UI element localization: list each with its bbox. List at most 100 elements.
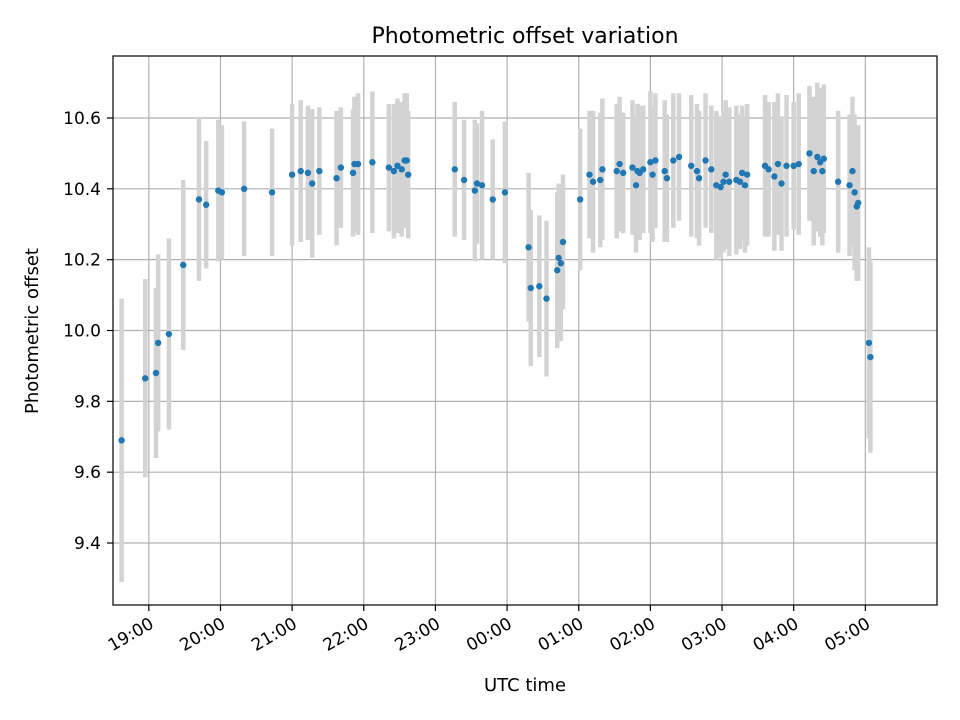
data-point (559, 238, 567, 246)
data-point (460, 176, 468, 184)
y-tick-label: 10.0 (63, 322, 101, 342)
data-point (390, 167, 398, 175)
data-point (543, 295, 550, 302)
data-point (854, 199, 862, 207)
data-point (202, 201, 210, 208)
data-point (218, 189, 226, 196)
data-point (599, 166, 606, 173)
data-point (849, 167, 856, 175)
data-point (806, 150, 813, 157)
data-point (333, 174, 340, 182)
data-point (851, 189, 858, 196)
data-point (619, 169, 627, 177)
error-bars (119, 82, 873, 582)
y-tick-label: 10.2 (63, 251, 101, 271)
data-point (180, 261, 187, 269)
data-point (354, 160, 362, 168)
data-point (403, 157, 410, 164)
data-point (525, 244, 532, 251)
x-tick-label: 05:00 (821, 614, 873, 656)
data-point (765, 166, 772, 173)
data-point (288, 171, 296, 178)
data-point (846, 182, 853, 189)
data-point (702, 157, 709, 164)
data-point (661, 167, 668, 175)
data-point (708, 166, 715, 173)
data-point (527, 284, 534, 292)
data-point (675, 153, 683, 161)
data-point (722, 171, 729, 178)
data-point (795, 160, 802, 168)
data-point (471, 187, 479, 194)
data-point (118, 437, 125, 444)
data-point (297, 167, 304, 175)
data-point (738, 169, 746, 177)
y-tick-label: 9.4 (74, 534, 101, 554)
x-tick-label: 22:00 (320, 614, 372, 656)
plot-frame (112, 55, 938, 606)
data-point (736, 178, 744, 185)
data-point (576, 196, 584, 203)
x-tick-label: 19:00 (105, 614, 157, 656)
data-point (865, 339, 873, 347)
data-point (717, 183, 724, 191)
data-point (142, 375, 149, 382)
data-point (790, 162, 797, 169)
data-point (369, 159, 376, 166)
data-point (741, 182, 749, 189)
data-point (814, 153, 821, 161)
y-tick-label: 10.4 (63, 180, 101, 200)
data-point (670, 157, 677, 164)
data-point (501, 189, 509, 196)
data-point (616, 160, 623, 168)
data-point (820, 155, 827, 162)
data-point (337, 164, 345, 171)
data-point (810, 167, 817, 175)
y-tick-label: 9.6 (74, 463, 101, 483)
data-point (819, 167, 826, 175)
x-tick-label: 04:00 (750, 614, 802, 656)
data-point (613, 167, 620, 175)
data-point (834, 178, 842, 185)
data-point (649, 171, 656, 178)
data-point (586, 171, 593, 178)
y-tick-label: 9.8 (74, 392, 101, 412)
data-point (663, 174, 671, 182)
data-point (405, 171, 412, 178)
chart-title: Photometric offset variation (371, 24, 678, 49)
x-tick-label: 21:00 (248, 614, 300, 656)
data-point (632, 182, 640, 189)
data-point (308, 180, 316, 187)
data-point (473, 180, 481, 187)
data-point (385, 164, 393, 171)
data-point (451, 166, 458, 173)
x-tick-label: 01:00 (535, 614, 587, 656)
data-point (589, 178, 597, 185)
data-point (268, 189, 276, 196)
data-point (867, 353, 874, 361)
data-point (489, 196, 496, 203)
data-point (165, 330, 173, 338)
y-tick-label: 10.6 (63, 109, 101, 129)
x-axis-label: UTC time (484, 675, 566, 696)
data-point (652, 157, 659, 164)
y-axis-label: Photometric offset (22, 248, 43, 414)
data-point (726, 178, 733, 185)
data-point (647, 159, 654, 166)
data-point (629, 164, 636, 171)
data-point (152, 369, 160, 377)
data-point (536, 283, 543, 290)
data-point (195, 196, 203, 203)
x-tick-label: 02:00 (606, 614, 658, 656)
data-point (783, 162, 790, 169)
data-point (555, 254, 562, 262)
data-point (693, 167, 701, 175)
data-points (118, 150, 874, 444)
data-point (478, 182, 486, 189)
data-point (557, 260, 565, 267)
data-point (743, 171, 751, 178)
data-point (554, 267, 561, 274)
data-point (304, 169, 312, 177)
